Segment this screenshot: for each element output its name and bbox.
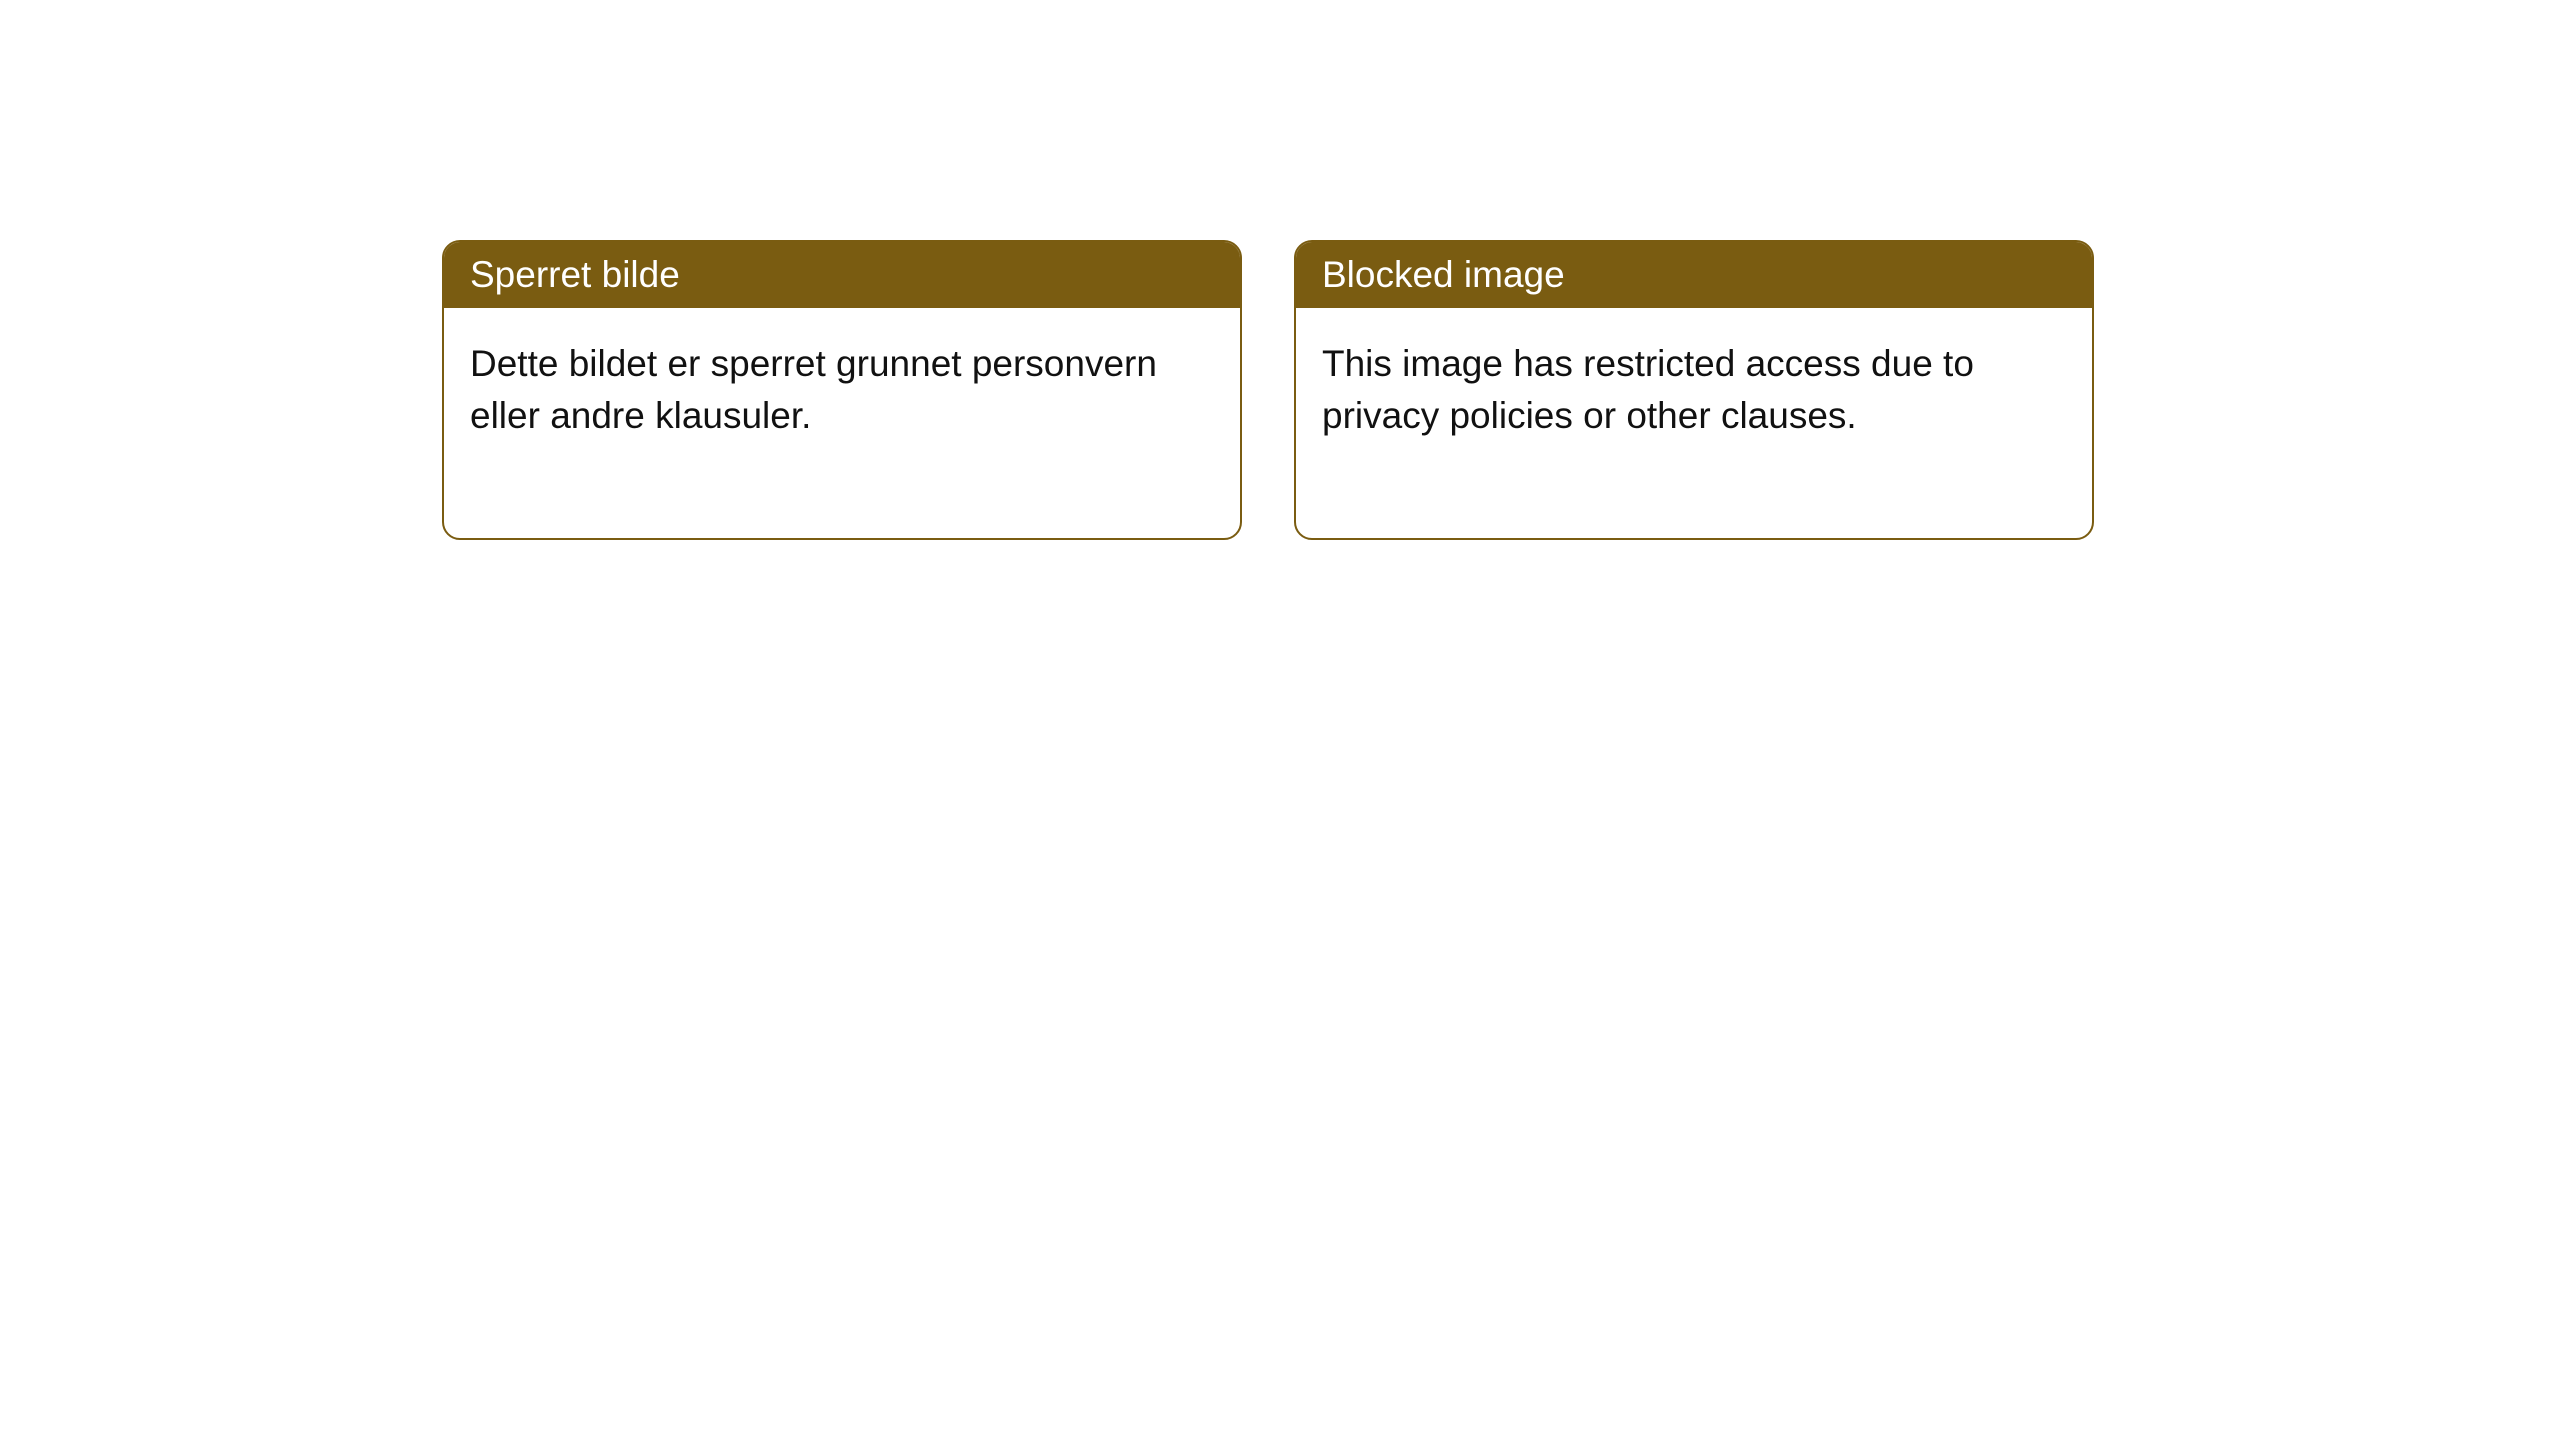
notice-body: Dette bildet er sperret grunnet personve… [444,308,1240,538]
notice-title: Blocked image [1296,242,2092,308]
notice-container: Sperret bilde Dette bildet er sperret gr… [0,0,2560,540]
notice-card-english: Blocked image This image has restricted … [1294,240,2094,540]
notice-card-norwegian: Sperret bilde Dette bildet er sperret gr… [442,240,1242,540]
notice-title: Sperret bilde [444,242,1240,308]
notice-body: This image has restricted access due to … [1296,308,2092,538]
